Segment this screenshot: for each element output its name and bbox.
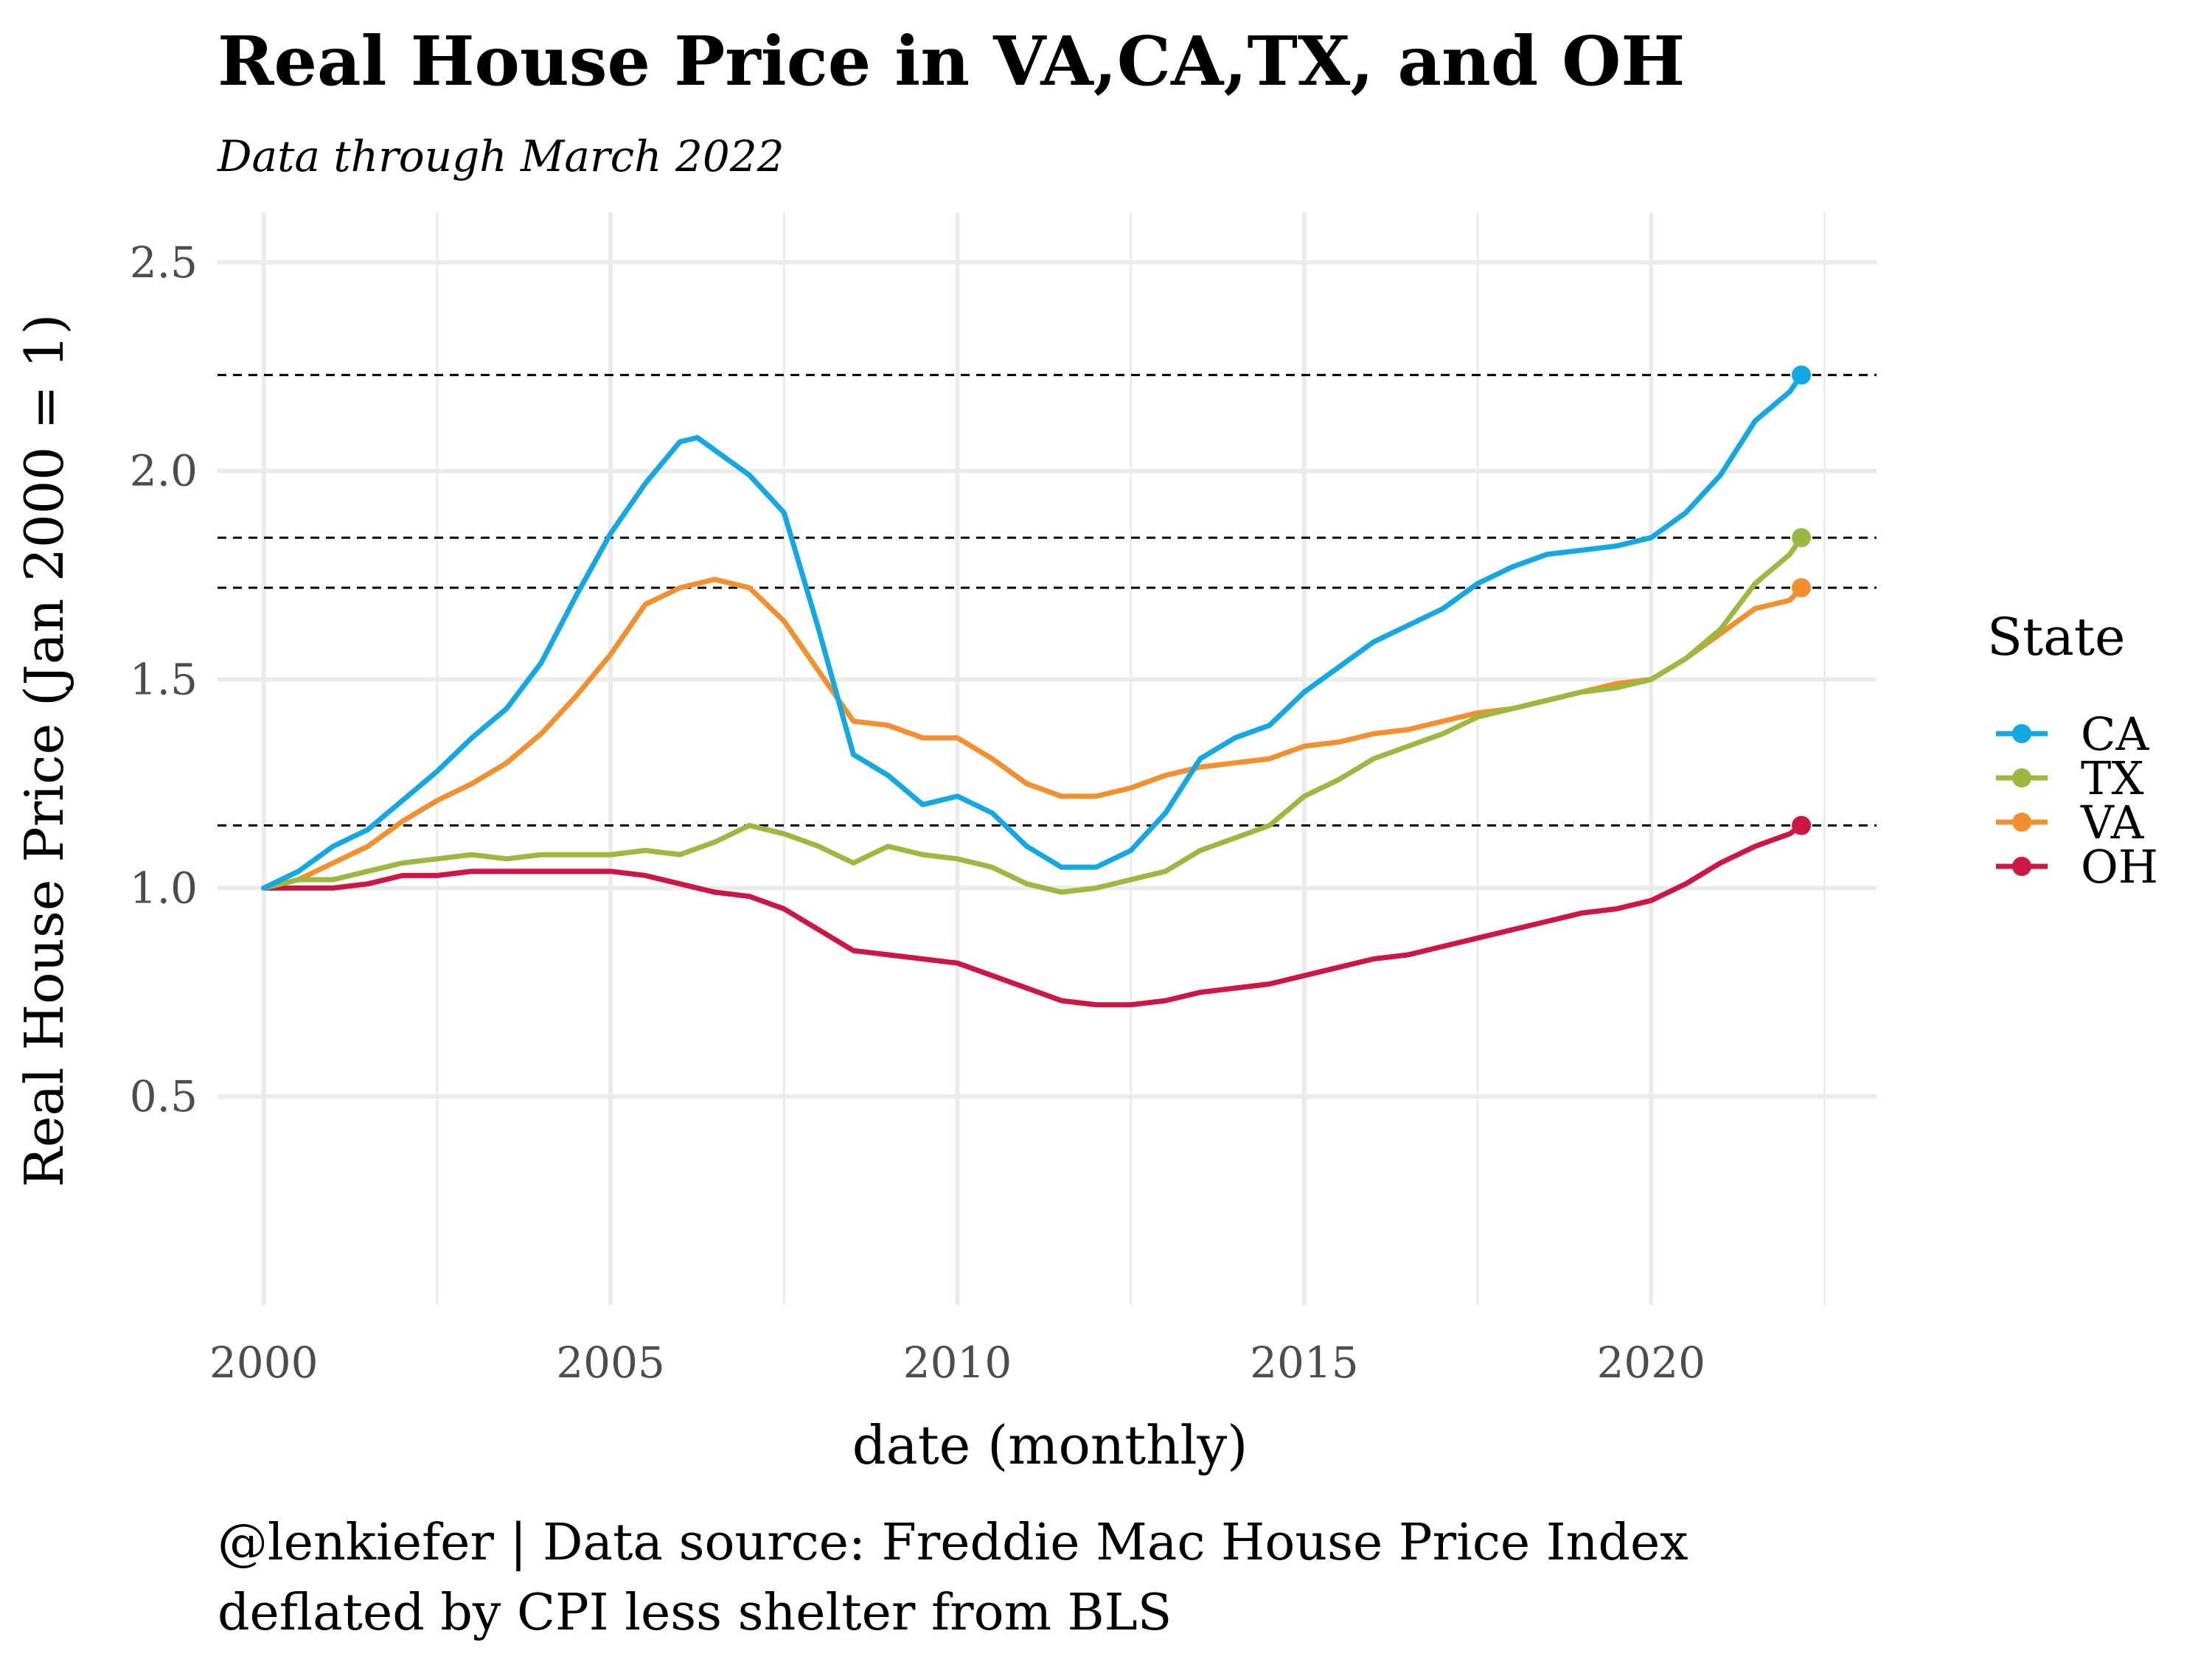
legend-label-oh: OH (2081, 840, 2158, 894)
series-endpoint-va (1792, 578, 1812, 598)
series-endpoint-tx (1792, 528, 1812, 548)
y-tick-label: 1.0 (130, 863, 198, 913)
legend-label-tx: TX (2081, 751, 2144, 805)
x-axis-title: date (monthly) (852, 1414, 1248, 1476)
axes: 2000 2005 2010 2015 2020 0.5 1.0 1.5 2.0 2.5 (130, 237, 1705, 1388)
chart-title: Real House Price in VA,CA,TX, and OH (218, 21, 1685, 101)
chart-subtitle: Data through March 2022 (217, 131, 785, 181)
legend-key-dot-tx (2012, 768, 2031, 787)
y-tick-label: 0.5 (130, 1071, 198, 1121)
caption-line-1: @lenkiefer | Data source: Freddie Mac Ho… (218, 1514, 1688, 1572)
y-tick-label: 2.0 (130, 446, 198, 496)
legend-key-dot-ca (2012, 724, 2031, 743)
y-tick-label: 2.5 (130, 237, 198, 288)
x-tick-label: 2010 (903, 1338, 1012, 1388)
legend-label-ca: CA (2081, 707, 2149, 761)
series-line-oh (261, 823, 1804, 1008)
x-tick-label: 2000 (209, 1338, 319, 1388)
x-tick-label: 2020 (1596, 1338, 1705, 1388)
y-tick-label: 1.5 (130, 655, 198, 705)
series-endpoint-oh (1792, 815, 1812, 835)
legend-key-dot-oh (2012, 857, 2031, 876)
y-axis-title: Real House Price (Jan 2000 = 1) (13, 314, 75, 1188)
series-lines (261, 365, 1812, 1008)
legend-key-dot-va (2012, 813, 2031, 832)
x-tick-label: 2015 (1250, 1338, 1359, 1388)
x-tick-label: 2005 (556, 1338, 665, 1388)
reference-lines (218, 374, 1877, 827)
caption-line-2: deflated by CPI less shelter from BLS (218, 1584, 1172, 1642)
grid (218, 212, 1877, 1305)
legend-title: State (1987, 607, 2125, 667)
series-line-ca (261, 372, 1804, 891)
legend-label-va: VA (2080, 796, 2145, 849)
series-line-tx (261, 535, 1804, 895)
series-endpoint-ca (1792, 365, 1812, 385)
